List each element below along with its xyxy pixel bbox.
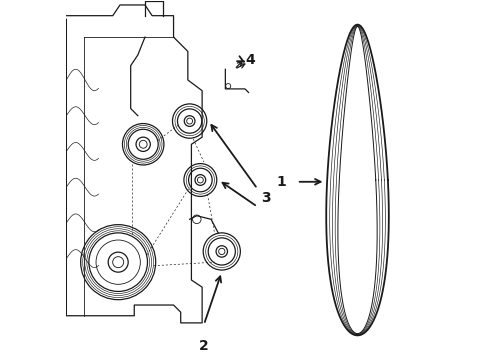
Circle shape	[197, 177, 203, 183]
Circle shape	[187, 118, 193, 124]
Circle shape	[113, 257, 123, 268]
Text: 2: 2	[199, 339, 209, 353]
Text: 3: 3	[261, 191, 270, 205]
Circle shape	[219, 248, 225, 255]
Text: 1: 1	[276, 175, 286, 189]
Circle shape	[139, 140, 147, 148]
Text: 4: 4	[245, 53, 255, 67]
